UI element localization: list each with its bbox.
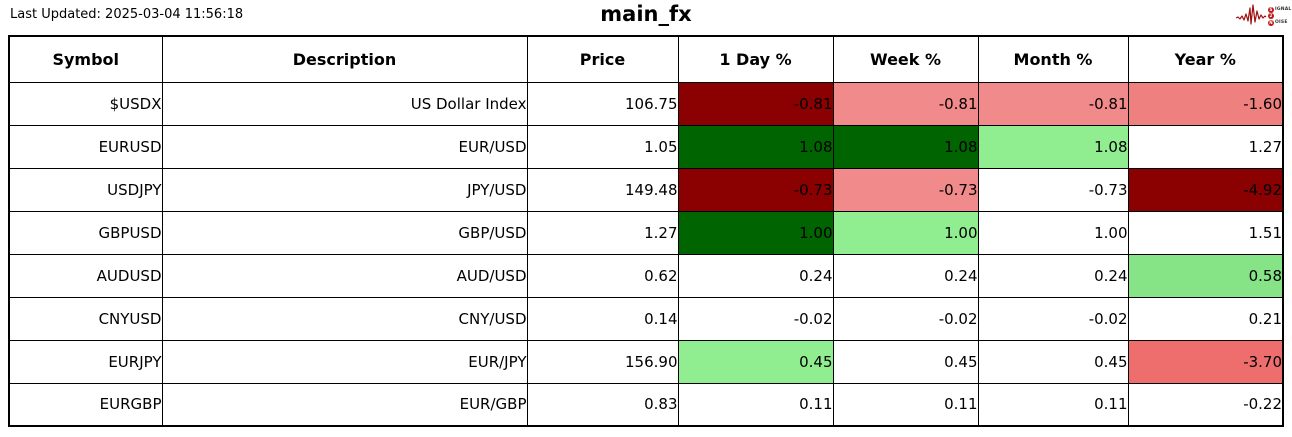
- header-row: Symbol Description Price 1 Day % Week % …: [8, 35, 1284, 83]
- description-cell: JPY/USD: [161, 167, 528, 212]
- day-change-cell: -0.02: [677, 296, 834, 341]
- month-change-cell: 0.45: [977, 339, 1129, 384]
- col-header-1day: 1 Day %: [677, 35, 834, 83]
- logo-circle-n: N: [1268, 19, 1274, 26]
- logo-text: S IGNAL 2 N OISE: [1268, 6, 1292, 26]
- symbol-cell: CNYUSD: [8, 296, 163, 341]
- table-row-usdjpy: USDJPY JPY/USD 149.48 -0.73 -0.73 -0.73 …: [8, 167, 1284, 212]
- price-cell: 0.14: [526, 296, 679, 341]
- week-change-cell: -0.02: [832, 296, 979, 341]
- month-change-cell: 0.11: [977, 382, 1129, 427]
- week-change-cell: 0.11: [832, 382, 979, 427]
- symbol-cell: USDJPY: [8, 167, 163, 212]
- description-cell: US Dollar Index: [161, 81, 528, 126]
- symbol-cell: $USDX: [8, 81, 163, 126]
- description-cell: EUR/GBP: [161, 382, 528, 427]
- col-header-description: Description: [161, 35, 528, 83]
- col-header-year: Year %: [1127, 35, 1284, 83]
- week-change-cell: 1.08: [832, 124, 979, 169]
- fx-table: Symbol Description Price 1 Day % Week % …: [8, 35, 1284, 427]
- signal-noise-logo: S IGNAL 2 N OISE: [1235, 1, 1292, 31]
- last-updated-text: Last Updated: 2025-03-04 11:56:18: [10, 7, 244, 22]
- month-change-cell: 0.24: [977, 253, 1129, 298]
- description-cell: AUD/USD: [161, 253, 528, 298]
- year-change-cell: 1.27: [1127, 124, 1284, 169]
- year-change-cell: -3.70: [1127, 339, 1284, 384]
- year-change-cell: -0.22: [1127, 382, 1284, 427]
- description-cell: GBP/USD: [161, 210, 528, 255]
- week-change-cell: 1.00: [832, 210, 979, 255]
- col-header-month: Month %: [977, 35, 1129, 83]
- month-change-cell: -0.73: [977, 167, 1129, 212]
- year-change-cell: -4.92: [1127, 167, 1284, 212]
- price-cell: 106.75: [526, 81, 679, 126]
- week-change-cell: -0.73: [832, 167, 979, 212]
- table-row-eurusd: EURUSD EUR/USD 1.05 1.08 1.08 1.08 1.27: [8, 124, 1284, 169]
- description-cell: EUR/JPY: [161, 339, 528, 384]
- price-cell: 149.48: [526, 167, 679, 212]
- month-change-cell: -0.81: [977, 81, 1129, 126]
- symbol-cell: EURJPY: [8, 339, 163, 384]
- table-row-eurgbp: EURGBP EUR/GBP 0.83 0.11 0.11 0.11 -0.22: [8, 382, 1284, 427]
- day-change-cell: 1.00: [677, 210, 834, 255]
- table-row-cnyusd: CNYUSD CNY/USD 0.14 -0.02 -0.02 -0.02 0.…: [8, 296, 1284, 341]
- day-change-cell: 0.11: [677, 382, 834, 427]
- week-change-cell: -0.81: [832, 81, 979, 126]
- table-body: $USDX US Dollar Index 106.75 -0.81 -0.81…: [8, 81, 1284, 427]
- year-change-cell: 0.21: [1127, 296, 1284, 341]
- col-header-symbol: Symbol: [8, 35, 163, 83]
- week-change-cell: 0.45: [832, 339, 979, 384]
- logo-circle-s: S: [1268, 6, 1274, 13]
- symbol-cell: EURUSD: [8, 124, 163, 169]
- description-cell: EUR/USD: [161, 124, 528, 169]
- symbol-cell: AUDUSD: [8, 253, 163, 298]
- month-change-cell: 1.08: [977, 124, 1129, 169]
- table-row-audusd: AUDUSD AUD/USD 0.62 0.24 0.24 0.24 0.58: [8, 253, 1284, 298]
- page-title: main_fx: [600, 2, 692, 26]
- year-change-cell: 0.58: [1127, 253, 1284, 298]
- price-cell: 156.90: [526, 339, 679, 384]
- table-row-usdx: $USDX US Dollar Index 106.75 -0.81 -0.81…: [8, 81, 1284, 126]
- logo-circle-2: 2: [1268, 13, 1274, 19]
- day-change-cell: 0.45: [677, 339, 834, 384]
- table-row-eurjpy: EURJPY EUR/JPY 156.90 0.45 0.45 0.45 -3.…: [8, 339, 1284, 384]
- price-cell: 1.27: [526, 210, 679, 255]
- year-change-cell: 1.51: [1127, 210, 1284, 255]
- day-change-cell: 0.24: [677, 253, 834, 298]
- waveform-icon: [1235, 1, 1267, 31]
- description-cell: CNY/USD: [161, 296, 528, 341]
- col-header-week: Week %: [832, 35, 979, 83]
- year-change-cell: -1.60: [1127, 81, 1284, 126]
- price-cell: 0.62: [526, 253, 679, 298]
- symbol-cell: EURGBP: [8, 382, 163, 427]
- symbol-cell: GBPUSD: [8, 210, 163, 255]
- table-header: Symbol Description Price 1 Day % Week % …: [8, 35, 1284, 83]
- price-cell: 0.83: [526, 382, 679, 427]
- price-cell: 1.05: [526, 124, 679, 169]
- week-change-cell: 0.24: [832, 253, 979, 298]
- day-change-cell: 1.08: [677, 124, 834, 169]
- day-change-cell: -0.73: [677, 167, 834, 212]
- month-change-cell: -0.02: [977, 296, 1129, 341]
- table-row-gbpusd: GBPUSD GBP/USD 1.27 1.00 1.00 1.00 1.51: [8, 210, 1284, 255]
- month-change-cell: 1.00: [977, 210, 1129, 255]
- col-header-price: Price: [526, 35, 679, 83]
- day-change-cell: -0.81: [677, 81, 834, 126]
